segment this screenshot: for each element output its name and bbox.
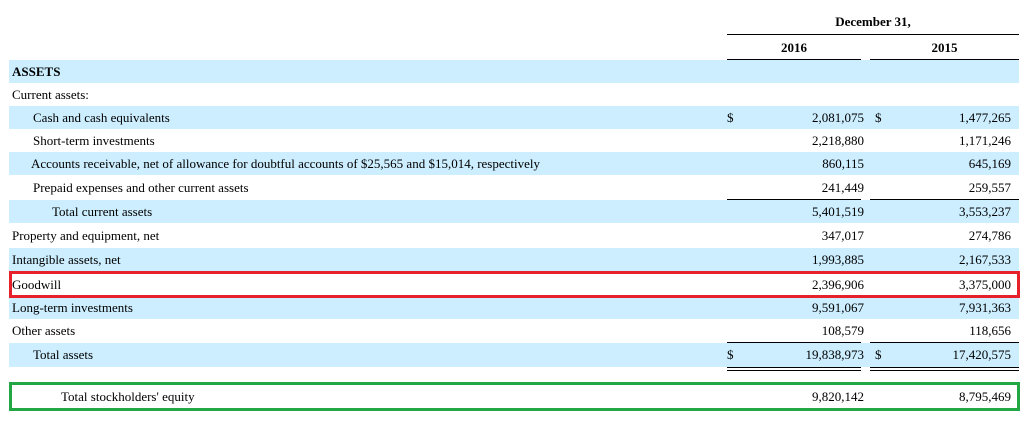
value-2016: 19,838,973 <box>805 347 865 362</box>
currency-symbol: $ <box>875 110 882 125</box>
table-row-prepaid-expenses: Prepaid expenses and other current asset… <box>9 176 1019 199</box>
value-2016: 2,081,075 <box>812 110 864 125</box>
value-2016: 5,401,519 <box>812 204 864 219</box>
currency-symbol: $ <box>875 347 882 362</box>
value-2015: 8,795,469 <box>959 389 1011 404</box>
value-2015: 1,477,265 <box>959 110 1011 125</box>
row-label: Cash and cash equivalents <box>33 110 170 125</box>
value-2015: 3,375,000 <box>959 277 1011 292</box>
total-rule-2016 <box>727 342 861 343</box>
period-header-rule <box>727 34 1019 35</box>
total-rule-2015 <box>870 342 1019 343</box>
row-label: Total stockholders' equity <box>61 389 195 404</box>
year-header-2015-rule <box>870 59 1019 60</box>
row-label: Long-term investments <box>12 300 133 315</box>
goodwill-highlight-box <box>9 271 1020 298</box>
value-2015: 118,656 <box>969 323 1011 338</box>
subtotal-rule-2015 <box>870 199 1019 200</box>
table-row-total-stockholders-equity: Total stockholders' equity 9,820,142 8,7… <box>9 385 1019 408</box>
table-row-assets-heading: ASSETS <box>9 60 1019 83</box>
double-rule-2016 <box>727 367 861 371</box>
table-row-total-current-assets: Total current assets 5,401,519 3,553,237 <box>9 200 1019 223</box>
equity-highlight-box <box>9 382 1020 411</box>
row-label: Prepaid expenses and other current asset… <box>33 180 249 195</box>
row-label: Intangible assets, net <box>12 252 121 267</box>
year-header-2015: 2015 <box>931 40 958 55</box>
row-label: Goodwill <box>12 277 62 292</box>
value-2015: 3,553,237 <box>959 204 1011 219</box>
value-2015: 645,169 <box>968 156 1011 171</box>
year-header-2016-rule <box>727 59 861 60</box>
table-row-intangible-assets: Intangible assets, net 1,993,885 2,167,5… <box>9 248 1019 271</box>
value-2016: 108,579 <box>821 323 864 338</box>
row-label: Other assets <box>12 323 76 338</box>
table-row-total-assets: Total assets $ 19,838,973 $ 17,420,575 <box>9 343 1019 367</box>
value-2016: 241,449 <box>821 180 864 195</box>
table-row-cash: Cash and cash equivalents $ 2,081,075 $ … <box>9 106 1019 129</box>
value-2016: 9,820,142 <box>812 389 864 404</box>
subtotal-rule-2016 <box>727 199 861 200</box>
value-2015: 7,931,363 <box>959 300 1011 315</box>
table-row-other-assets: Other assets 108,579 118,656 <box>9 319 1019 342</box>
value-2016: 2,218,880 <box>812 133 864 148</box>
value-2016: 9,591,067 <box>812 300 864 315</box>
value-2015: 1,171,246 <box>959 133 1011 148</box>
value-2015: 274,786 <box>968 228 1011 243</box>
table-row-accounts-receivable: Accounts receivable, net of allowance fo… <box>9 152 1019 175</box>
value-2015: 17,420,575 <box>952 347 1012 362</box>
value-2016: 1,993,885 <box>812 252 864 267</box>
value-2016: 860,115 <box>822 156 864 171</box>
row-label: Short-term investments <box>33 133 155 148</box>
value-2016: 2,396,906 <box>812 277 864 292</box>
row-label: ASSETS <box>12 64 61 79</box>
value-2015: 2,167,533 <box>959 252 1011 267</box>
table-row-short-term-investments: Short-term investments 2,218,880 1,171,2… <box>9 129 1019 152</box>
table-row-goodwill: Goodwill 2,396,906 3,375,000 <box>9 273 1019 296</box>
table-row-property-equipment: Property and equipment, net 347,017 274,… <box>9 224 1019 247</box>
currency-symbol: $ <box>727 347 734 362</box>
row-label: Current assets: <box>12 87 89 102</box>
table-row-current-assets-heading: Current assets: <box>9 83 1019 106</box>
row-label: Total current assets <box>52 204 153 219</box>
double-rule-2015 <box>870 367 1019 371</box>
year-header-2016: 2016 <box>781 40 807 55</box>
row-label: Total assets <box>33 347 94 362</box>
value-2015: 259,557 <box>968 180 1011 195</box>
period-header: December 31, <box>835 14 911 29</box>
table-row-long-term-investments: Long-term investments 9,591,067 7,931,36… <box>9 296 1019 319</box>
currency-symbol: $ <box>727 110 734 125</box>
value-2016: 347,017 <box>821 228 864 243</box>
row-label: Accounts receivable, net of allowance fo… <box>31 156 540 171</box>
row-label: Property and equipment, net <box>12 228 160 243</box>
